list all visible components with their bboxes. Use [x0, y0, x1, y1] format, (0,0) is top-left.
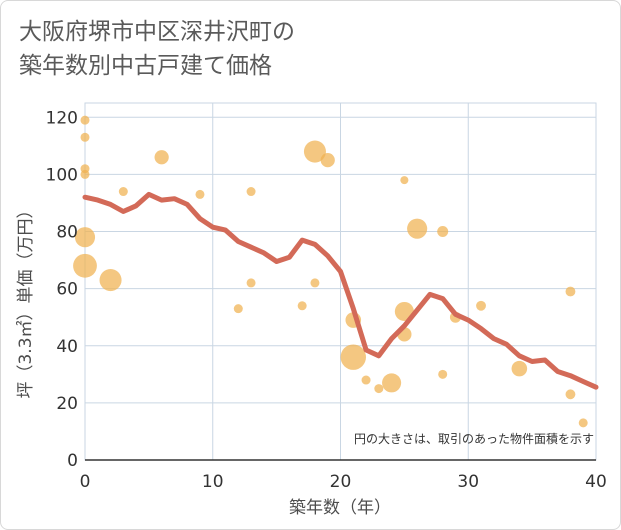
grid-lines — [85, 103, 597, 460]
bubble-1 — [80, 132, 90, 142]
y-tick-60: 60 — [56, 280, 78, 300]
bubble-27 — [438, 369, 448, 379]
chart-title-line-1: 大阪府堺市中区深井沢町の — [19, 19, 295, 45]
bubble-3 — [80, 169, 90, 179]
x-tick-30: 30 — [457, 472, 479, 492]
bubble-6 — [99, 269, 122, 292]
bubble-31 — [565, 286, 576, 297]
bubble-18 — [340, 344, 367, 370]
bubble-12 — [246, 278, 256, 288]
bubble-8 — [154, 150, 169, 165]
bubble-21 — [382, 373, 402, 393]
trend-line — [82, 191, 599, 390]
x-tick-40: 40 — [585, 472, 607, 492]
bubble-7 — [118, 187, 128, 197]
bubble-22 — [400, 176, 409, 185]
y-tick-40: 40 — [56, 337, 78, 357]
bubble-25 — [407, 218, 428, 239]
bubble-4 — [74, 227, 96, 248]
y-tick-0: 0 — [67, 451, 78, 471]
x-tick-20: 20 — [330, 472, 352, 492]
bubble-30 — [511, 360, 528, 377]
y-tick-20: 20 — [56, 394, 78, 414]
x-tick-0: 0 — [80, 472, 91, 492]
bubble-16 — [320, 153, 335, 168]
bubble-13 — [297, 301, 307, 311]
y-tick-120: 120 — [46, 108, 78, 128]
bubble-10 — [233, 304, 243, 314]
chart-title-line-2: 築年数別中古戸建て価格 — [19, 53, 272, 79]
y-tick-100: 100 — [46, 165, 78, 185]
y-axis-label: 坪（3.3㎡）単価（万円） — [16, 201, 36, 398]
bubble-19 — [361, 375, 371, 385]
x-tick-10: 10 — [202, 472, 224, 492]
bubble-20 — [374, 384, 384, 394]
bubble-15 — [310, 278, 320, 288]
bubble-29 — [476, 300, 486, 311]
bubble-0 — [80, 115, 90, 125]
x-tick-labels: 0 10 20 30 40 — [80, 472, 607, 492]
bubble-14 — [303, 140, 326, 163]
x-axis-label: 築年数（年） — [289, 498, 391, 518]
bubble-9 — [195, 189, 205, 199]
size-note: 円の大きさは、取引のあった物件面積を示す — [354, 431, 594, 446]
bubble-5 — [73, 253, 97, 278]
trend-line-group — [82, 191, 599, 390]
y-tick-80: 80 — [56, 223, 78, 243]
chart-title: 大阪府堺市中区深井沢町の 築年数別中古戸建て価格 — [19, 15, 295, 83]
bubble-series — [73, 115, 588, 428]
bubble-32 — [565, 389, 576, 400]
bubble-11 — [246, 187, 256, 197]
bubble-26 — [437, 226, 449, 238]
y-tick-labels: 0 20 40 60 80 100 120 — [46, 108, 78, 471]
bubble-33 — [578, 418, 588, 428]
